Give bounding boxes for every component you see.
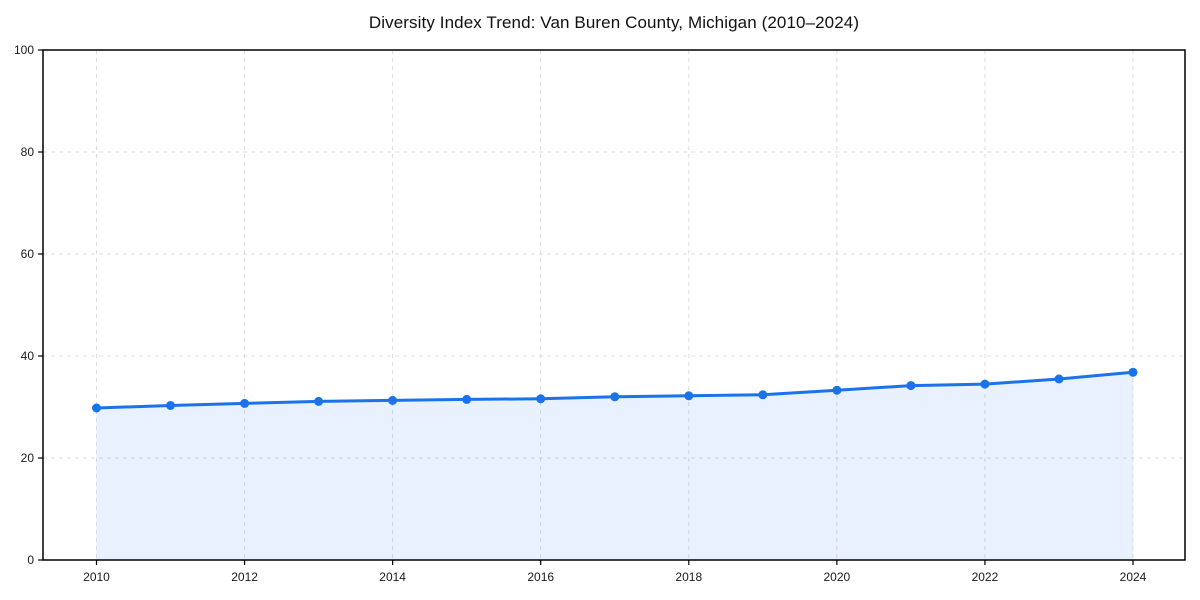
- data-point: [536, 394, 546, 404]
- plot-border: [42, 49, 1186, 561]
- y-tick-label: 20: [21, 451, 35, 465]
- data-point: [758, 390, 768, 400]
- data-point: [610, 392, 620, 402]
- data-point: [166, 401, 175, 410]
- data-point: [388, 395, 398, 405]
- data-point: [314, 396, 324, 406]
- data-point: [240, 398, 250, 408]
- y-tick-label: 60: [21, 247, 35, 261]
- x-tick-label: 2022: [972, 570, 999, 584]
- x-tick-label: 2014: [379, 570, 406, 584]
- data-point: [980, 379, 990, 389]
- x-tick-label: 2018: [675, 570, 702, 584]
- x-tick-label: 2020: [824, 570, 851, 584]
- data-point: [906, 381, 916, 391]
- y-tick-label: 0: [27, 553, 34, 567]
- x-tick-label: 2012: [231, 570, 258, 584]
- data-point: [684, 391, 694, 401]
- chart-title: Diversity Index Trend: Van Buren County,…: [368, 13, 860, 32]
- x-tick-label: 2024: [1120, 570, 1147, 584]
- area-fill: [96, 372, 1133, 560]
- y-tick-label: 40: [21, 349, 35, 363]
- y-tick-label: 100: [14, 43, 34, 57]
- data-point: [1128, 367, 1138, 377]
- y-tick-label: 80: [21, 145, 35, 159]
- data-point: [462, 394, 472, 404]
- data-point: [832, 385, 842, 395]
- x-tick-label: 2016: [527, 570, 554, 584]
- data-point: [1054, 374, 1064, 384]
- data-point: [92, 403, 101, 413]
- x-tick-label: 2010: [83, 570, 110, 584]
